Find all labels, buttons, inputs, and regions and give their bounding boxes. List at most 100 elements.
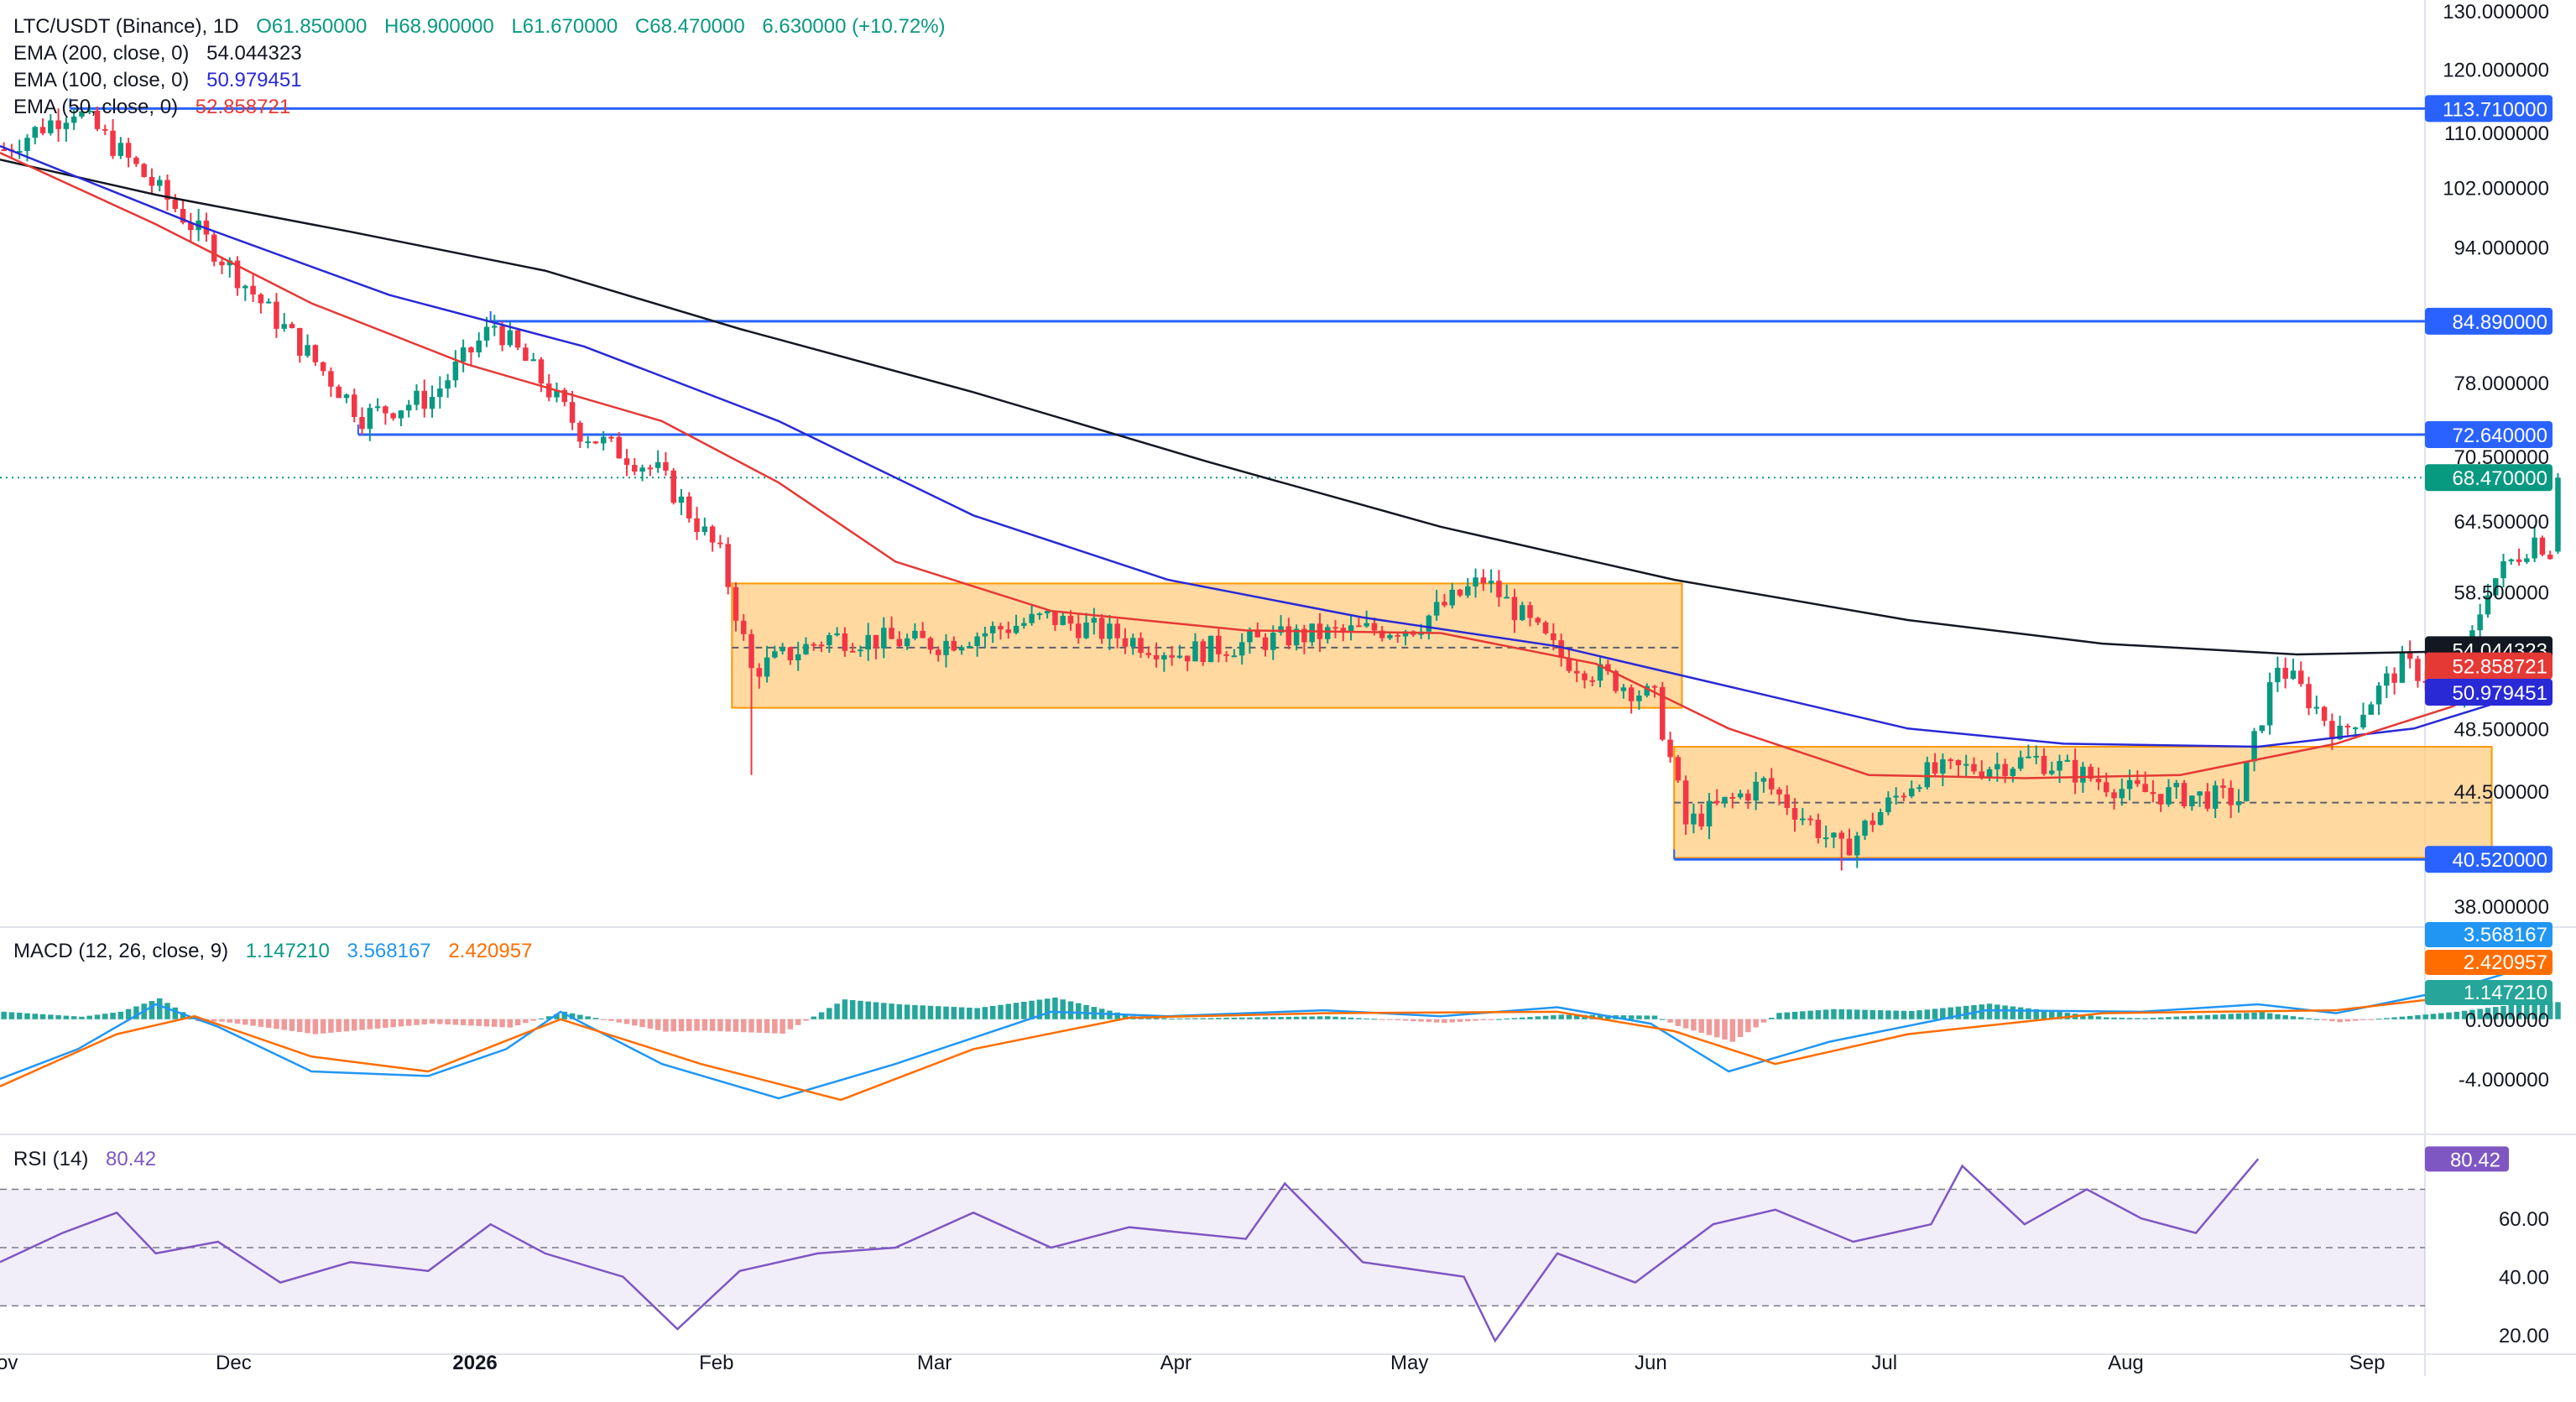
ema100-legend[interactable]: EMA (100, close, 0) 50.979451 [13, 67, 314, 94]
macd-histogram-bar [1519, 1017, 1525, 1019]
macd-histogram-bar [2235, 1013, 2242, 1019]
macd-histogram-bar [359, 1019, 365, 1030]
candle-body [2500, 560, 2506, 579]
candle-body [16, 150, 23, 153]
candle-body [374, 406, 381, 409]
candle-body [764, 657, 770, 677]
macd-histogram-bar [694, 1019, 700, 1031]
macd-histogram-bar [1940, 1008, 1946, 1019]
macd-histogram-bar [2057, 1012, 2062, 1019]
rsi-tick-label: 40.00 [2499, 1267, 2549, 1290]
candle-body [2228, 787, 2234, 805]
candle-body [849, 650, 856, 653]
symbol-label[interactable]: LTC/USDT (Binance), 1D [13, 15, 239, 38]
macd-histogram-bar [904, 1004, 910, 1019]
price-tick-label: 44.500000 [2454, 781, 2549, 804]
ema50-legend[interactable]: EMA (50, close, 0) 52.858721 [13, 94, 302, 121]
candle-body [1465, 586, 1471, 596]
candle-body [1442, 602, 1447, 606]
candle-body [1784, 794, 1791, 809]
candle-body [1473, 577, 1478, 586]
candle-body [2555, 477, 2561, 552]
macd-histogram-bar [219, 1019, 225, 1022]
candle-body [2235, 800, 2242, 805]
macd-histogram-bar [1153, 1017, 1160, 1019]
candle-body [492, 326, 498, 328]
candle-body [670, 470, 676, 503]
ema200-legend[interactable]: EMA (200, close, 0) 54.044323 [13, 40, 314, 67]
candle-body [1597, 664, 1603, 681]
macd-histogram-bar [1877, 1010, 1884, 1019]
macd-histogram-bar [437, 1019, 443, 1024]
macd-histogram-bar [258, 1019, 264, 1027]
candle-body [24, 138, 30, 151]
macd-value: 3.568167 [347, 940, 431, 962]
macd-histogram-bar [1822, 1009, 1829, 1019]
macd-histogram-bar [2002, 1005, 2008, 1019]
rsi-value: 80.42 [106, 1148, 157, 1170]
macd-histogram-bar [1036, 999, 1043, 1019]
macd-histogram-bar [1332, 1016, 1338, 1019]
rsi-legend[interactable]: RSI (14) 80.42 [13, 1146, 168, 1173]
macd-histogram-bar [663, 1019, 669, 1032]
candle-body [2337, 725, 2343, 740]
candle-body [149, 176, 155, 186]
macd-histogram-bar [1660, 1019, 1666, 1020]
macd-histogram-bar [351, 1019, 357, 1031]
candle-body [514, 330, 521, 348]
candle-body [1332, 627, 1338, 629]
macd-histogram-bar [1418, 1019, 1424, 1022]
macd-histogram-bar [1293, 1016, 1300, 1019]
macd-histogram-bar [1254, 1017, 1260, 1019]
candle-body [289, 324, 295, 329]
macd-signal-value: 2.420957 [448, 940, 533, 962]
macd-histogram-bar [2469, 1009, 2475, 1019]
candle-body [1, 149, 7, 152]
time-axis[interactable]: NovDec2026FebMarAprMayJunJulAugSepOct [0, 1352, 2576, 1374]
candle-body [1138, 638, 1144, 654]
candle-body [2166, 787, 2172, 805]
ema100-label: EMA (100, close, 0) [13, 69, 190, 91]
candle-body [468, 347, 474, 352]
price-axis[interactable]: 130.000000 120.000000 110.000000 102.000000… [2425, 1, 2553, 1347]
ema50-label: EMA (50, close, 0) [13, 96, 179, 118]
macd-histogram-bar [1067, 1001, 1074, 1019]
candle-body [780, 647, 785, 652]
candle-body [834, 633, 840, 636]
macd-histogram-bar [32, 1014, 39, 1019]
candle-body [1340, 628, 1347, 631]
ema200-value: 54.044323 [206, 42, 302, 65]
candle-body [967, 646, 973, 649]
candle-body [1682, 780, 1689, 825]
rsi-tick-label: 60.00 [2499, 1208, 2549, 1231]
candle-body [383, 406, 388, 414]
price-tag-bg [2425, 307, 2553, 335]
macd-histogram-bar [818, 1012, 825, 1019]
candle-body [234, 260, 241, 289]
macd-histogram-bar [1675, 1019, 1682, 1026]
candle-body [2391, 673, 2397, 683]
macd-histogram-bar [429, 1019, 435, 1024]
macd-line [0, 965, 2532, 1100]
candle-body [2049, 770, 2055, 774]
candle-body [312, 345, 319, 362]
macd-histogram-bar [2204, 1014, 2211, 1019]
candle-body [219, 261, 225, 266]
macd-legend[interactable]: MACD (12, 26, close, 9) 1.147210 3.56816… [13, 938, 544, 965]
macd-histogram-bar [1278, 1017, 1284, 1019]
candle-body [2492, 578, 2499, 596]
price-tag-label: 50.979451 [2453, 682, 2547, 705]
candle-body [2539, 537, 2546, 555]
candle-body [1324, 627, 1331, 639]
candle-body [538, 359, 545, 384]
candle-body [156, 180, 163, 186]
candle-body [1636, 696, 1642, 701]
price-tick-label: 130.000000 [2443, 1, 2549, 23]
candle-body [1963, 764, 1969, 766]
candle-body [328, 371, 334, 387]
candle-body [2095, 779, 2102, 783]
macd-histogram-bar [2461, 1010, 2468, 1019]
macd-histogram-bar [654, 1019, 661, 1030]
close-value: C68.470000 [634, 15, 745, 38]
macd-histogram-bar [1395, 1019, 1401, 1021]
